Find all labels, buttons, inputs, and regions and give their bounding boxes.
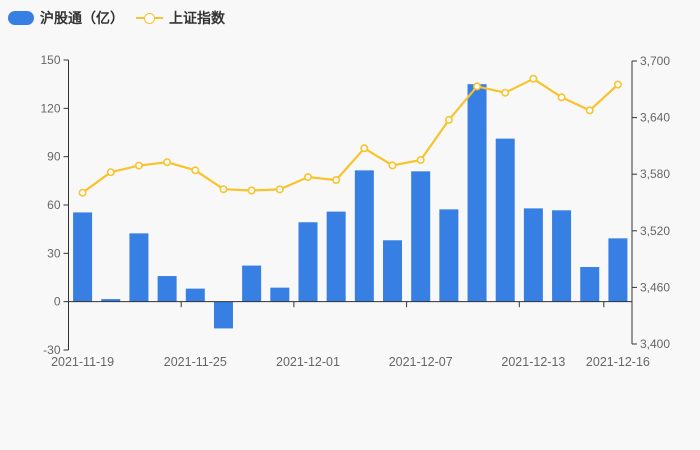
index-marker-2021-12-01 — [303, 173, 312, 182]
index-marker-2021-11-24 — [163, 158, 172, 167]
bar-2021-12-08 — [439, 209, 459, 302]
bar-2021-11-29 — [242, 265, 262, 302]
bar-2021-11-26 — [213, 301, 233, 329]
index-marker-2021-12-02 — [332, 176, 341, 185]
index-marker-2021-12-03 — [360, 144, 369, 153]
index-marker-2021-11-29 — [247, 186, 256, 195]
line-series-swatch-icon — [136, 11, 163, 25]
x-axis-label: 2021-12-13 — [501, 355, 565, 369]
left-axis-label: 150 — [40, 53, 60, 67]
bar-2021-12-14 — [552, 210, 572, 302]
index-line — [81, 77, 619, 194]
right-axis-label: 3,700 — [640, 54, 670, 68]
bar-2021-12-03 — [354, 170, 374, 302]
bar-2021-12-10 — [495, 138, 515, 302]
legend-item-hugutong[interactable]: 沪股通（亿） — [8, 8, 124, 28]
left-axis-label: 120 — [40, 101, 60, 115]
left-axis-label: 60 — [47, 198, 61, 212]
bar-2021-12-02 — [326, 211, 346, 302]
left-axis-label: 90 — [47, 150, 61, 164]
bar-2021-11-19 — [73, 212, 93, 302]
bar-2021-11-24 — [157, 276, 177, 302]
right-axis-label: 3,580 — [640, 167, 670, 181]
x-axis-label: 2021-12-07 — [389, 355, 453, 369]
index-marker-2021-12-10 — [501, 88, 510, 97]
bar-2021-11-23 — [129, 233, 149, 302]
bar-2021-12-16 — [608, 238, 628, 302]
index-marker-2021-12-06 — [388, 161, 397, 170]
right-axis-label: 3,640 — [640, 111, 670, 125]
index-marker-2021-11-22 — [106, 168, 115, 177]
legend-label-shangzheng: 上证指数 — [169, 10, 225, 26]
bar-2021-12-01 — [298, 222, 318, 302]
index-marker-2021-12-07 — [416, 156, 425, 165]
right-axis-label: 3,460 — [640, 280, 670, 294]
right-axis-label: 3,400 — [640, 337, 670, 351]
x-axis-label: 2021-12-16 — [586, 355, 650, 369]
bar-2021-12-13 — [523, 208, 543, 302]
bar-2021-12-15 — [580, 267, 600, 302]
index-marker-2021-12-13 — [529, 74, 538, 83]
index-marker-2021-12-15 — [585, 106, 594, 115]
x-axis-label: 2021-11-19 — [51, 355, 114, 369]
index-marker-2021-11-23 — [134, 161, 143, 170]
right-axis-label: 3,520 — [640, 224, 670, 238]
bar-2021-12-06 — [383, 240, 403, 302]
left-axis-label: -30 — [43, 343, 61, 357]
legend-item-shangzheng[interactable]: 上证指数 — [136, 8, 225, 28]
index-marker-2021-12-16 — [613, 80, 622, 89]
index-marker-2021-12-08 — [444, 115, 453, 124]
bar-2021-11-30 — [270, 287, 290, 302]
chart-legend: 沪股通（亿） 上证指数 — [8, 8, 225, 28]
left-axis-label: 30 — [47, 246, 61, 260]
bar-2021-11-25 — [185, 288, 205, 302]
bar-2021-12-09 — [467, 84, 487, 302]
index-marker-2021-11-19 — [78, 188, 87, 197]
index-marker-2021-11-25 — [191, 166, 200, 175]
bar-2021-11-22 — [101, 299, 121, 302]
x-axis-label: 2021-12-01 — [276, 355, 340, 369]
index-marker-2021-12-14 — [557, 93, 566, 102]
index-marker-2021-12-09 — [472, 82, 481, 91]
bar-2021-12-07 — [411, 171, 431, 302]
bar-series-swatch-icon — [8, 11, 34, 25]
x-axis-label: 2021-11-25 — [164, 355, 227, 369]
left-axis-label: 0 — [54, 295, 61, 309]
legend-label-hugutong: 沪股通（亿） — [40, 10, 124, 26]
index-marker-2021-11-30 — [275, 185, 284, 194]
index-marker-2021-11-26 — [219, 185, 228, 194]
